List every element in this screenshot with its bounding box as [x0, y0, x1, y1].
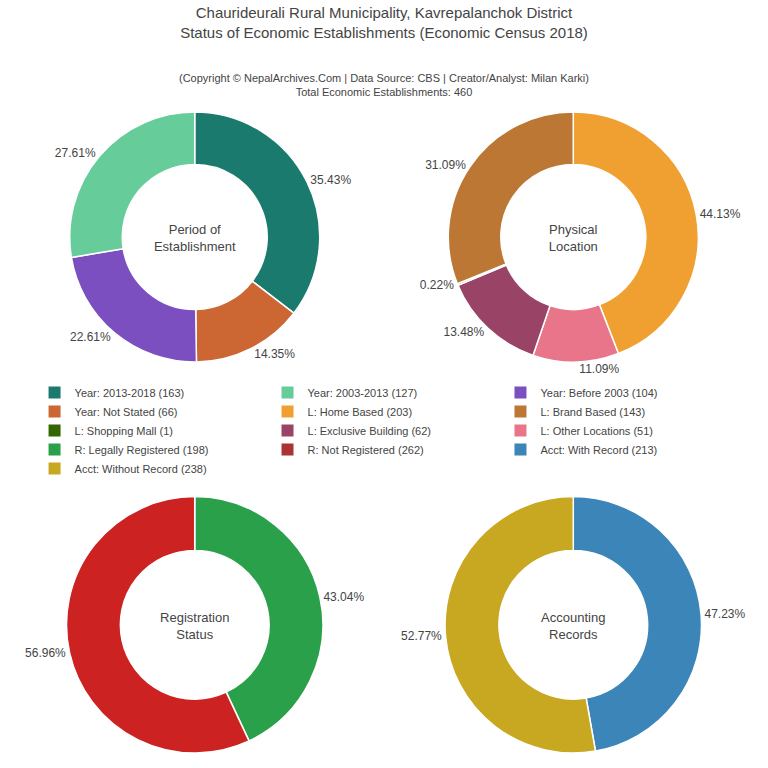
- svg-text:Year: Not Stated (66): Year: Not Stated (66): [75, 406, 178, 418]
- svg-text:43.04%: 43.04%: [323, 590, 364, 604]
- svg-text:L: Other Locations (51): L: Other Locations (51): [540, 425, 653, 437]
- svg-text:44.13%: 44.13%: [700, 207, 741, 221]
- svg-text:L: Brand Based (143): L: Brand Based (143): [540, 406, 645, 418]
- svg-text:22.61%: 22.61%: [70, 330, 111, 344]
- svg-text:Acct: Without Record (238): Acct: Without Record (238): [75, 463, 207, 475]
- svg-text:(Copyright © NepalArchives.Com: (Copyright © NepalArchives.Com | Data So…: [179, 72, 589, 98]
- svg-text:Acct: With Record (213): Acct: With Record (213): [540, 444, 657, 456]
- svg-text:14.35%: 14.35%: [254, 347, 295, 361]
- svg-text:47.23%: 47.23%: [704, 607, 745, 621]
- svg-text:13.48%: 13.48%: [443, 325, 484, 339]
- svg-text:31.09%: 31.09%: [425, 158, 466, 172]
- svg-text:35.43%: 35.43%: [310, 173, 351, 187]
- svg-text:11.09%: 11.09%: [579, 362, 619, 376]
- svg-text:R: Legally Registered (198): R: Legally Registered (198): [75, 444, 209, 456]
- svg-text:27.61%: 27.61%: [55, 146, 96, 160]
- svg-text:PhysicalLocation: PhysicalLocation: [549, 222, 598, 254]
- svg-text:L: Shopping Mall (1): L: Shopping Mall (1): [75, 425, 173, 437]
- svg-text:0.22%: 0.22%: [420, 278, 454, 292]
- svg-text:RegistrationStatus: RegistrationStatus: [160, 610, 229, 642]
- svg-text:52.77%: 52.77%: [401, 629, 442, 643]
- svg-text:R: Not Registered (262): R: Not Registered (262): [308, 444, 424, 456]
- svg-text:AccountingRecords: AccountingRecords: [541, 610, 605, 642]
- svg-text:L: Home Based (203): L: Home Based (203): [308, 406, 413, 418]
- svg-text:Year: 2003-2013 (127): Year: 2003-2013 (127): [308, 387, 418, 399]
- svg-text:56.96%: 56.96%: [25, 646, 66, 660]
- svg-text:Period ofEstablishment: Period ofEstablishment: [154, 222, 236, 254]
- svg-text:Chaurideurali Rural Municipali: Chaurideurali Rural Municipality, Kavrep…: [180, 4, 588, 41]
- svg-text:Year: Before 2003 (104): Year: Before 2003 (104): [540, 387, 657, 399]
- svg-text:Year: 2013-2018 (163): Year: 2013-2018 (163): [75, 387, 185, 399]
- svg-text:L: Exclusive Building (62): L: Exclusive Building (62): [308, 425, 432, 437]
